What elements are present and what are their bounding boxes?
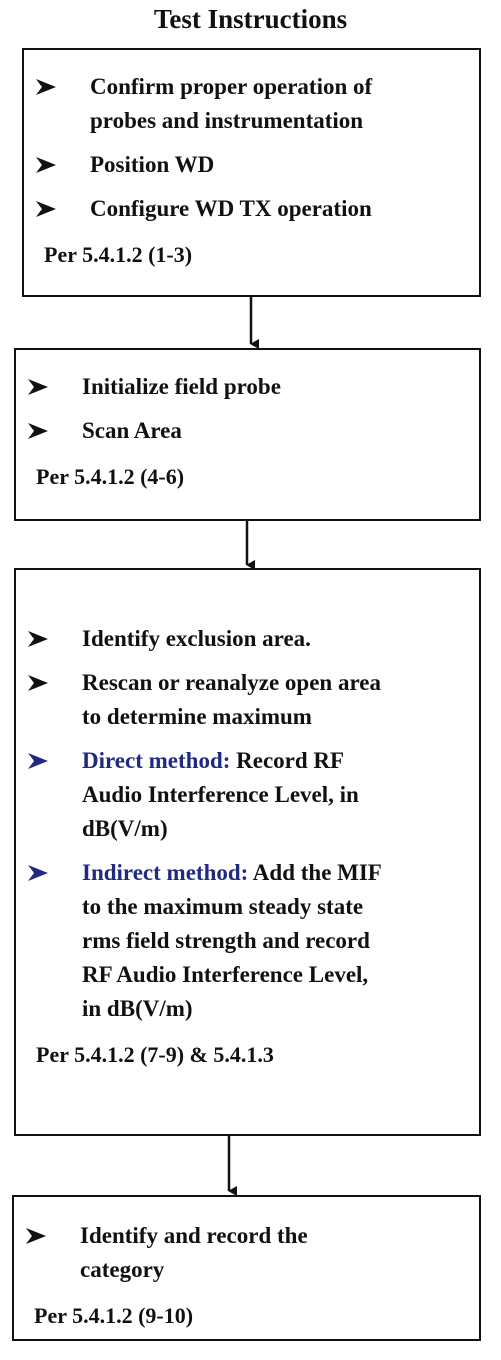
item-line: Position WD [90,148,479,182]
item-line: category [80,1253,479,1287]
item-text: Confirm proper operation of [90,74,373,99]
item-text: Rescan or reanalyze open area [82,670,381,695]
bullet-icon [28,675,48,691]
item-line: Direct method: Record RF [82,744,479,778]
item-text: category [80,1257,165,1282]
reference: Per 5.4.1.2 (7-9) & 5.4.1.3 [36,1042,274,1067]
step-box: Identify and record the category Per 5.4.1… [12,1195,481,1341]
item-text: Scan Area [82,418,182,443]
bullet-icon [26,1228,46,1244]
title: Test Instructions [153,4,348,34]
bullet-item: Direct method: Record RF Audio Interferen… [16,744,479,846]
item-line: Identify and record the [80,1219,479,1253]
step-box: Confirm proper operation of probes and in… [22,48,481,297]
item-line: dB(V/m) [82,812,479,846]
item-text: to determine maximum [82,704,312,729]
item-line: Audio Interference Level, in [82,778,479,812]
bullet-item: Identify and record the category [14,1219,479,1287]
item-line: Rescan or reanalyze open area [82,666,479,700]
bullet-icon [28,631,48,647]
item-line: rms field strength and record [82,924,479,958]
item-line: Indirect method: Add the MIF [82,856,479,890]
item-line: Scan Area [82,414,479,448]
item-line: probes and instrumentation [90,104,479,138]
item-line: Identify exclusion area. [82,622,479,656]
bullet-icon [28,379,48,395]
item-text: Add the MIF [252,860,382,885]
item-line: Confirm proper operation of [90,70,479,104]
item-line: Initialize field probe [82,370,479,404]
item-text: rms field strength and record [82,928,370,953]
bullet-icon [36,79,56,95]
item-text: Identify exclusion area. [82,626,311,651]
step-box: Identify exclusion area. Rescan or reanal… [14,568,481,1136]
bullet-item: Indirect method: Add the MIF to the maxim… [16,856,479,1026]
item-line: to the maximum steady state [82,890,479,924]
item-text: probes and instrumentation [90,108,364,133]
item-line: RF Audio Interference Level, [82,958,479,992]
item-line: Configure WD TX operation [90,192,479,226]
item-text: Position WD [90,152,215,177]
item-text: Configure WD TX operation [90,196,372,221]
item-text: Record RF [236,748,345,773]
method-label: Indirect method: [82,860,249,885]
step-box: Initialize field probe Scan Area Per 5.4.1… [14,348,481,521]
item-text: to the maximum steady state [82,894,364,919]
bullet-item: Scan Area [16,414,479,448]
item-text: in dB(V/m) [82,996,193,1021]
item-text: dB(V/m) [82,816,168,841]
bullet-icon [36,157,56,173]
bullet-item: Configure WD TX operation [24,192,479,226]
item-text: RF Audio Interference Level, [82,962,369,987]
item-text: Identify and record the [80,1223,308,1248]
bullet-item: Initialize field probe [16,370,479,404]
bullet-item: Identify exclusion area. [16,622,479,656]
item-text: Audio Interference Level, in [82,782,359,807]
bullet-icon [28,423,48,439]
method-label: Direct method: [82,748,231,773]
item-text: Initialize field probe [82,374,281,399]
bullet-icon [28,865,48,881]
item-line: to determine maximum [82,700,479,734]
reference: Per 5.4.1.2 (1-3) [44,242,193,267]
bullet-item: Rescan or reanalyze open area to determin… [16,666,479,734]
reference: Per 5.4.1.2 (9-10) [34,1303,194,1328]
bullet-icon [36,201,56,217]
bullet-item: Confirm proper operation of probes and in… [24,70,479,138]
bullet-item: Position WD [24,148,479,182]
item-line: in dB(V/m) [82,992,479,1026]
bullet-icon [28,753,48,769]
reference: Per 5.4.1.2 (4-6) [36,464,185,489]
